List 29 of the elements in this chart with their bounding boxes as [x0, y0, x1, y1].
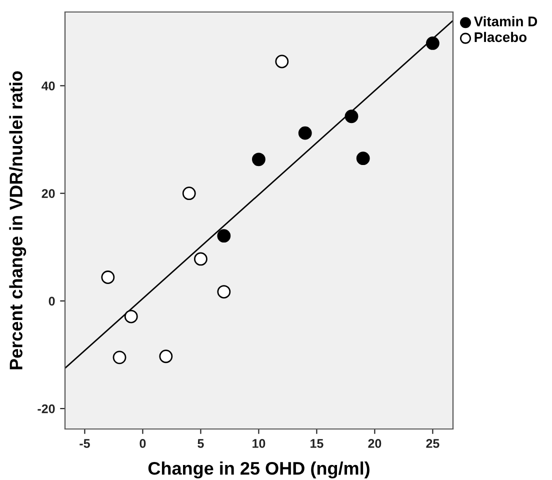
point	[182, 186, 196, 200]
point	[275, 54, 289, 68]
point	[356, 152, 370, 166]
point	[159, 350, 173, 364]
x-tick-label: 10	[252, 439, 266, 448]
x-axis-title: Change in 25 OHD (ng/ml)	[148, 461, 370, 478]
point	[252, 152, 266, 166]
point	[101, 270, 115, 284]
point	[344, 110, 358, 124]
x-tick-label: 0	[140, 439, 146, 448]
legend-label: Placebo	[474, 32, 527, 42]
point	[112, 350, 126, 364]
y-tick-label: 40	[42, 82, 55, 90]
point	[298, 126, 312, 140]
y-tick-label: 0	[48, 296, 55, 306]
point	[194, 252, 208, 266]
x-tick-label: 15	[310, 439, 324, 448]
point	[426, 36, 440, 50]
point	[124, 310, 138, 324]
point	[217, 229, 231, 243]
y-tick-label: -20	[38, 404, 55, 414]
y-axis-title: Percent change in VDR/nuclei ratio	[9, 71, 26, 370]
x-tick-label: 25	[426, 439, 440, 448]
x-tick-label: 20	[368, 439, 382, 448]
point	[217, 285, 231, 298]
legend-label: Vitamin D	[474, 16, 538, 26]
x-tick-label: -5	[80, 439, 90, 448]
x-tick-label: 5	[198, 439, 204, 448]
y-tick-label: 20	[42, 189, 55, 198]
